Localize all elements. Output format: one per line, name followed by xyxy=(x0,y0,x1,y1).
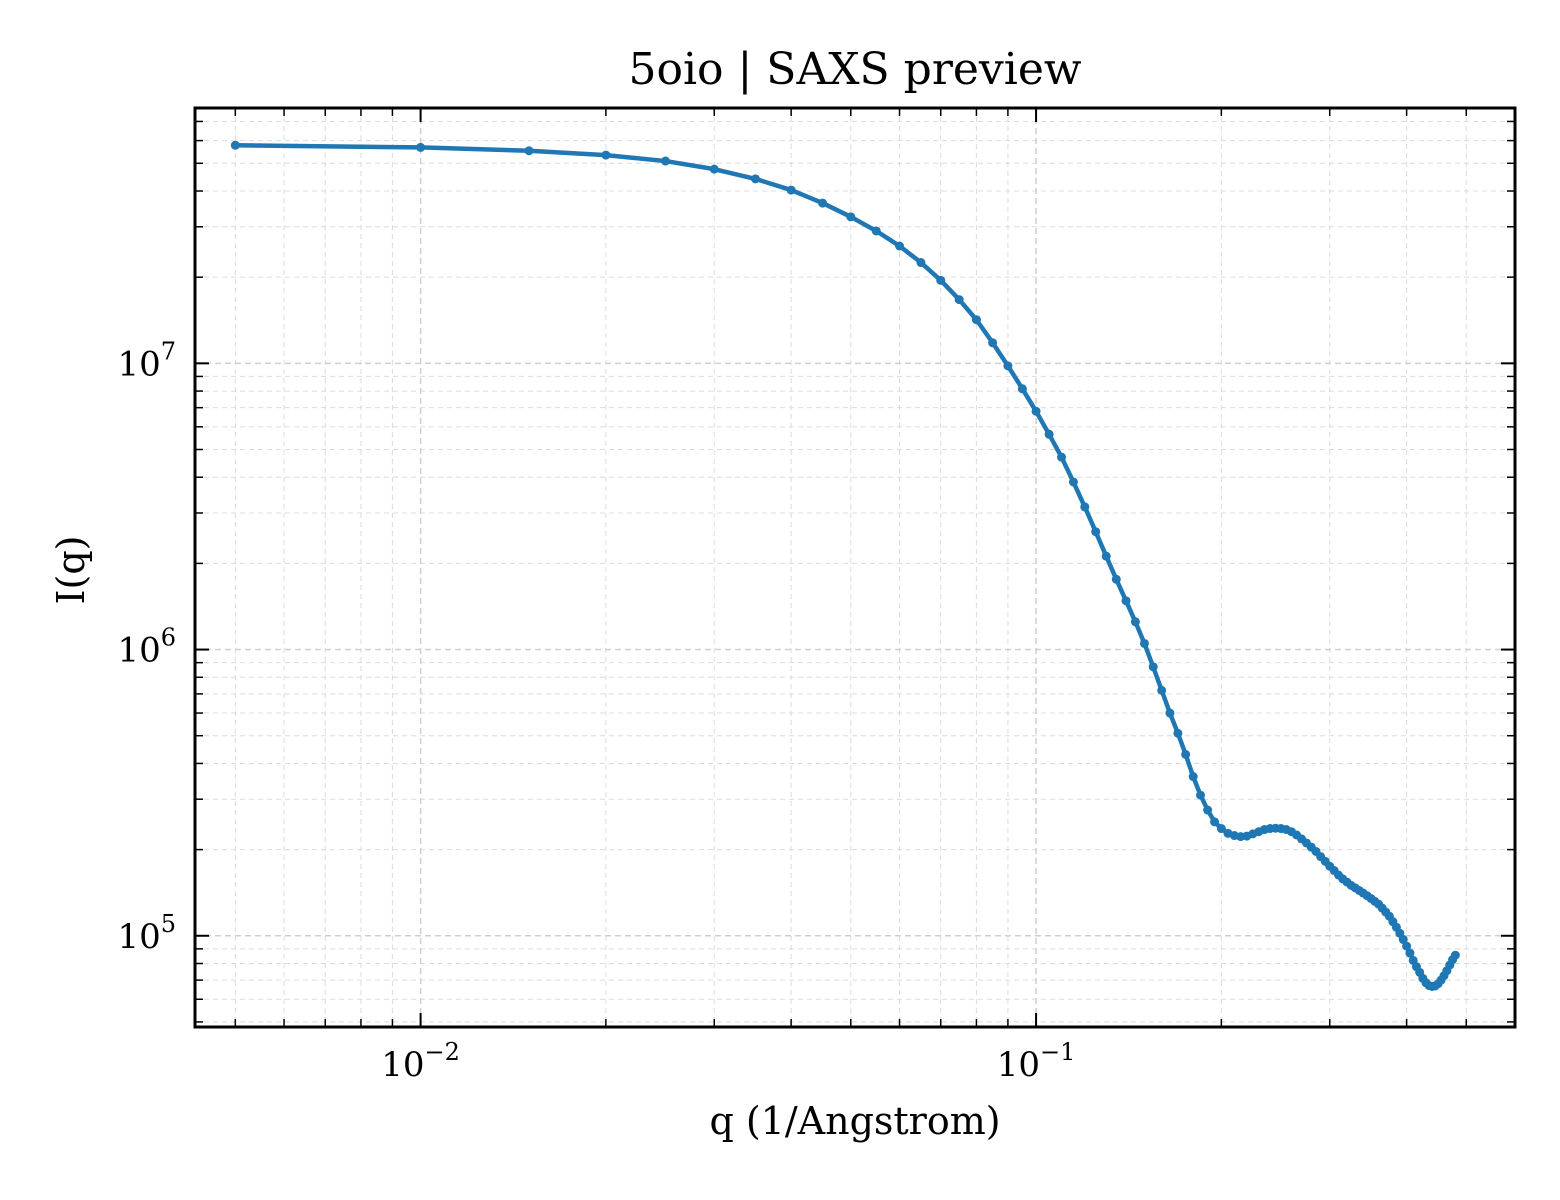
data-point xyxy=(871,226,881,236)
data-point xyxy=(846,212,856,222)
data-point xyxy=(1165,708,1175,718)
data-point xyxy=(895,241,905,251)
data-point xyxy=(1091,527,1101,537)
data-point xyxy=(1188,772,1198,782)
data-point xyxy=(1130,617,1140,627)
data-point xyxy=(1450,950,1460,960)
data-point xyxy=(661,156,671,166)
data-point xyxy=(916,258,926,268)
data-point xyxy=(936,275,946,285)
data-point xyxy=(1203,805,1213,815)
x-axis-label: q (1/Angstrom) xyxy=(709,1099,1000,1143)
y-tick-label: 106 xyxy=(117,624,176,671)
data-point xyxy=(786,185,796,195)
data-point xyxy=(750,174,760,184)
plot-area-frame xyxy=(193,106,1517,1029)
x-tick-label: 10−1 xyxy=(997,1038,1076,1085)
data-point xyxy=(1057,452,1067,462)
x-tick-label: 10−2 xyxy=(381,1038,460,1085)
data-point xyxy=(1080,502,1090,512)
data-point xyxy=(1181,749,1191,759)
data-point xyxy=(1044,429,1054,439)
data-point xyxy=(1068,477,1078,487)
data-point xyxy=(818,198,828,208)
data-point xyxy=(1173,728,1183,738)
data-point xyxy=(1402,941,1412,951)
data-point xyxy=(1017,384,1027,394)
data-point xyxy=(971,315,981,325)
data-point xyxy=(1031,406,1041,416)
data-point xyxy=(1111,574,1121,584)
data-point xyxy=(988,338,998,348)
chart-title: 5oio | SAXS preview xyxy=(628,44,1081,95)
data-point xyxy=(1101,551,1111,561)
data-point xyxy=(1003,361,1013,371)
y-axis-label: I(q) xyxy=(49,536,93,605)
data-point xyxy=(230,140,240,150)
data-point xyxy=(1139,638,1149,648)
tick-labels: 10−2 10−1 105 106 107 xyxy=(117,337,1075,1085)
y-tick-label: 105 xyxy=(117,910,176,957)
data-point xyxy=(1196,790,1205,800)
minor-gridlines xyxy=(195,108,1515,1027)
data-point xyxy=(1210,817,1220,827)
data-point xyxy=(954,295,964,305)
data-point xyxy=(524,146,534,156)
major-gridlines xyxy=(195,108,1515,1027)
series-line xyxy=(233,143,1458,989)
data-point xyxy=(1148,662,1158,672)
data-point xyxy=(601,150,611,160)
data-point xyxy=(1405,948,1415,958)
axis-ticks xyxy=(195,108,1515,1027)
data-point xyxy=(1121,596,1131,606)
data-point xyxy=(1216,824,1226,834)
y-tick-label: 107 xyxy=(117,337,176,384)
data-point xyxy=(416,142,426,152)
series-layer xyxy=(230,140,1460,991)
data-point xyxy=(709,164,719,174)
data-point xyxy=(1157,685,1167,695)
